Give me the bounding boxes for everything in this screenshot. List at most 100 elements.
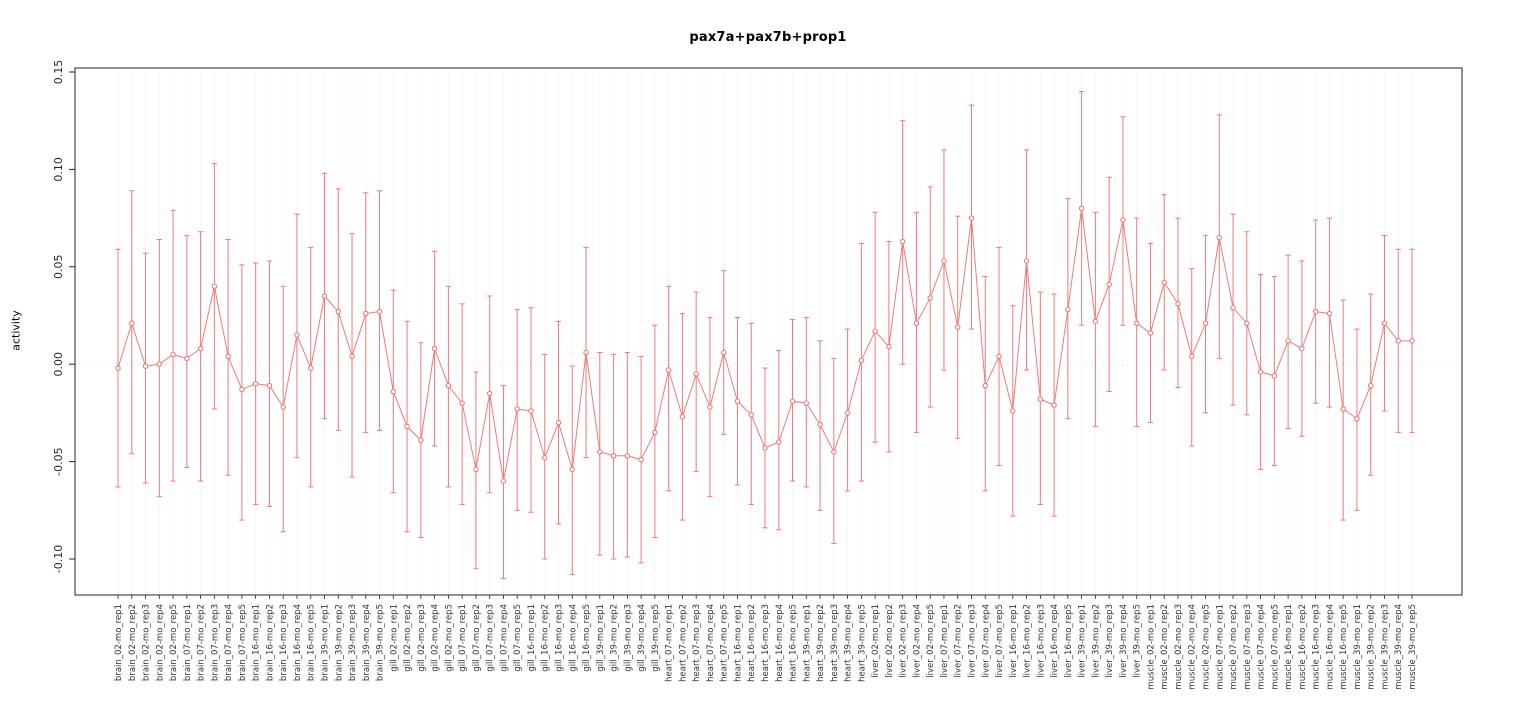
data-point xyxy=(1065,306,1071,313)
x-tick-label: brain_16-mo_rep4 xyxy=(293,604,303,681)
x-tick-label: heart_16-mo_rep2 xyxy=(747,604,757,682)
x-tick-label: heart_07-mo_rep1 xyxy=(665,604,675,682)
x-tick-label: liver_39-mo_rep1 xyxy=(1078,604,1088,678)
data-point xyxy=(597,449,603,455)
data-point xyxy=(1106,281,1112,288)
x-tick-label: liver_16-mo_rep4 xyxy=(1050,604,1060,678)
data-point xyxy=(1312,308,1319,315)
x-tick-label: gill_07-mo_rep5 xyxy=(513,604,523,672)
data-point xyxy=(445,382,452,389)
data-point xyxy=(982,382,989,389)
data-point xyxy=(349,353,355,360)
x-tick-label: gill_16-mo_rep3 xyxy=(555,604,565,672)
x-tick-label: brain_07-mo_rep4 xyxy=(224,604,234,681)
data-point xyxy=(734,398,741,404)
data-point xyxy=(817,421,823,428)
data-point xyxy=(1230,304,1236,311)
data-point xyxy=(1133,320,1140,327)
x-tick-label: gill_07-mo_rep3 xyxy=(486,604,496,672)
data-point xyxy=(307,365,314,371)
x-tick-label: liver_39-mo_rep3 xyxy=(1105,604,1115,678)
x-tick-label: muscle_02-mo_rep3 xyxy=(1174,604,1184,690)
data-point xyxy=(239,386,245,393)
y-tick-label: -0.05 xyxy=(52,447,65,475)
x-tick-label: muscle_39-mo_rep1 xyxy=(1353,604,1363,690)
x-tick-label: heart_39-mo_rep2 xyxy=(816,604,826,682)
x-tick-label: gill_39-mo_rep5 xyxy=(651,604,661,672)
data-point xyxy=(1244,320,1250,327)
x-tick-label: gill_16-mo_rep2 xyxy=(541,604,551,672)
x-tick-label: muscle_02-mo_rep5 xyxy=(1202,604,1212,690)
data-point xyxy=(1354,415,1360,422)
data-point xyxy=(638,456,644,463)
x-tick-label: liver_02-mo_rep3 xyxy=(899,604,909,678)
data-point xyxy=(390,388,397,395)
data-point xyxy=(156,361,163,367)
data-point xyxy=(679,414,686,420)
x-tick-label: brain_07-mo_rep3 xyxy=(210,604,220,681)
data-point xyxy=(1010,408,1016,414)
data-point xyxy=(1175,301,1181,307)
x-tick-label: muscle_02-mo_rep4 xyxy=(1188,604,1198,690)
data-point xyxy=(1188,353,1195,360)
x-tick-label: brain_07-mo_rep5 xyxy=(238,604,248,681)
x-tick-label: muscle_16-mo_rep2 xyxy=(1298,604,1308,690)
x-tick-label: gill_39-mo_rep3 xyxy=(623,604,633,672)
x-tick-label: gill_39-mo_rep2 xyxy=(610,604,620,672)
data-point xyxy=(473,466,479,473)
data-point xyxy=(1037,396,1044,403)
y-tick-label: 0.15 xyxy=(52,60,65,85)
data-point xyxy=(1161,279,1167,286)
data-point xyxy=(1367,382,1374,389)
data-point xyxy=(996,353,1002,360)
plot-border xyxy=(74,67,1463,596)
x-tick-label: heart_39-mo_rep4 xyxy=(844,604,854,682)
x-tick-label: muscle_16-mo_rep4 xyxy=(1325,604,1335,690)
chart-title: pax7a+pax7b+prop1 xyxy=(689,30,847,45)
data-point xyxy=(266,382,273,389)
x-tick-label: gill_39-mo_rep1 xyxy=(596,604,606,672)
data-point xyxy=(225,353,231,360)
y-tick-label: 0.10 xyxy=(52,157,65,182)
data-point xyxy=(720,349,727,356)
x-tick-label: liver_07-mo_rep3 xyxy=(967,604,977,678)
data-point xyxy=(418,437,424,443)
x-tick-label: brain_02-mo_rep1 xyxy=(114,604,124,681)
x-tick-label: gill_02-mo_rep2 xyxy=(403,604,413,672)
x-tick-label: heart_39-mo_rep5 xyxy=(857,604,867,682)
x-tick-label: heart_39-mo_rep3 xyxy=(830,604,840,682)
data-point xyxy=(872,328,878,334)
data-point xyxy=(170,351,176,358)
x-tick-label: liver_16-mo_rep3 xyxy=(1036,604,1046,678)
data-point xyxy=(1216,234,1223,241)
x-tick-label: liver_07-mo_rep2 xyxy=(954,604,964,678)
data-point xyxy=(968,215,975,221)
data-point xyxy=(115,365,121,371)
x-tick-label: heart_07-mo_rep3 xyxy=(692,604,702,682)
x-tick-label: brain_02-mo_rep5 xyxy=(169,604,179,681)
data-point xyxy=(652,429,658,436)
data-point xyxy=(376,308,383,315)
x-tick-label: muscle_39-mo_rep4 xyxy=(1394,604,1404,690)
x-tick-label: liver_39-mo_rep2 xyxy=(1091,604,1101,678)
x-tick-label: heart_16-mo_rep3 xyxy=(761,604,771,682)
x-tick-label: muscle_16-mo_rep3 xyxy=(1312,604,1322,690)
x-tick-label: liver_39-mo_rep5 xyxy=(1133,604,1143,678)
x-tick-label: heart_07-mo_rep4 xyxy=(706,604,716,682)
x-tick-label: gill_02-mo_rep5 xyxy=(444,604,454,672)
x-tick-label: brain_07-mo_rep1 xyxy=(183,604,193,681)
data-point xyxy=(1257,369,1264,375)
x-tick-label: gill_07-mo_rep1 xyxy=(458,604,468,672)
x-tick-label: muscle_16-mo_rep1 xyxy=(1284,604,1294,690)
data-point xyxy=(1326,310,1333,317)
data-point xyxy=(762,445,768,451)
x-tick-label: liver_07-mo_rep4 xyxy=(981,604,991,678)
x-tick-label: heart_16-mo_rep1 xyxy=(733,604,743,682)
x-tick-label: gill_16-mo_rep4 xyxy=(568,604,578,672)
y-tick-label: 0.00 xyxy=(52,352,65,377)
x-tick-label: gill_16-mo_rep5 xyxy=(582,604,592,672)
x-tick-label: muscle_07-mo_rep1 xyxy=(1215,604,1225,690)
data-point xyxy=(514,406,520,412)
data-point xyxy=(858,357,865,364)
